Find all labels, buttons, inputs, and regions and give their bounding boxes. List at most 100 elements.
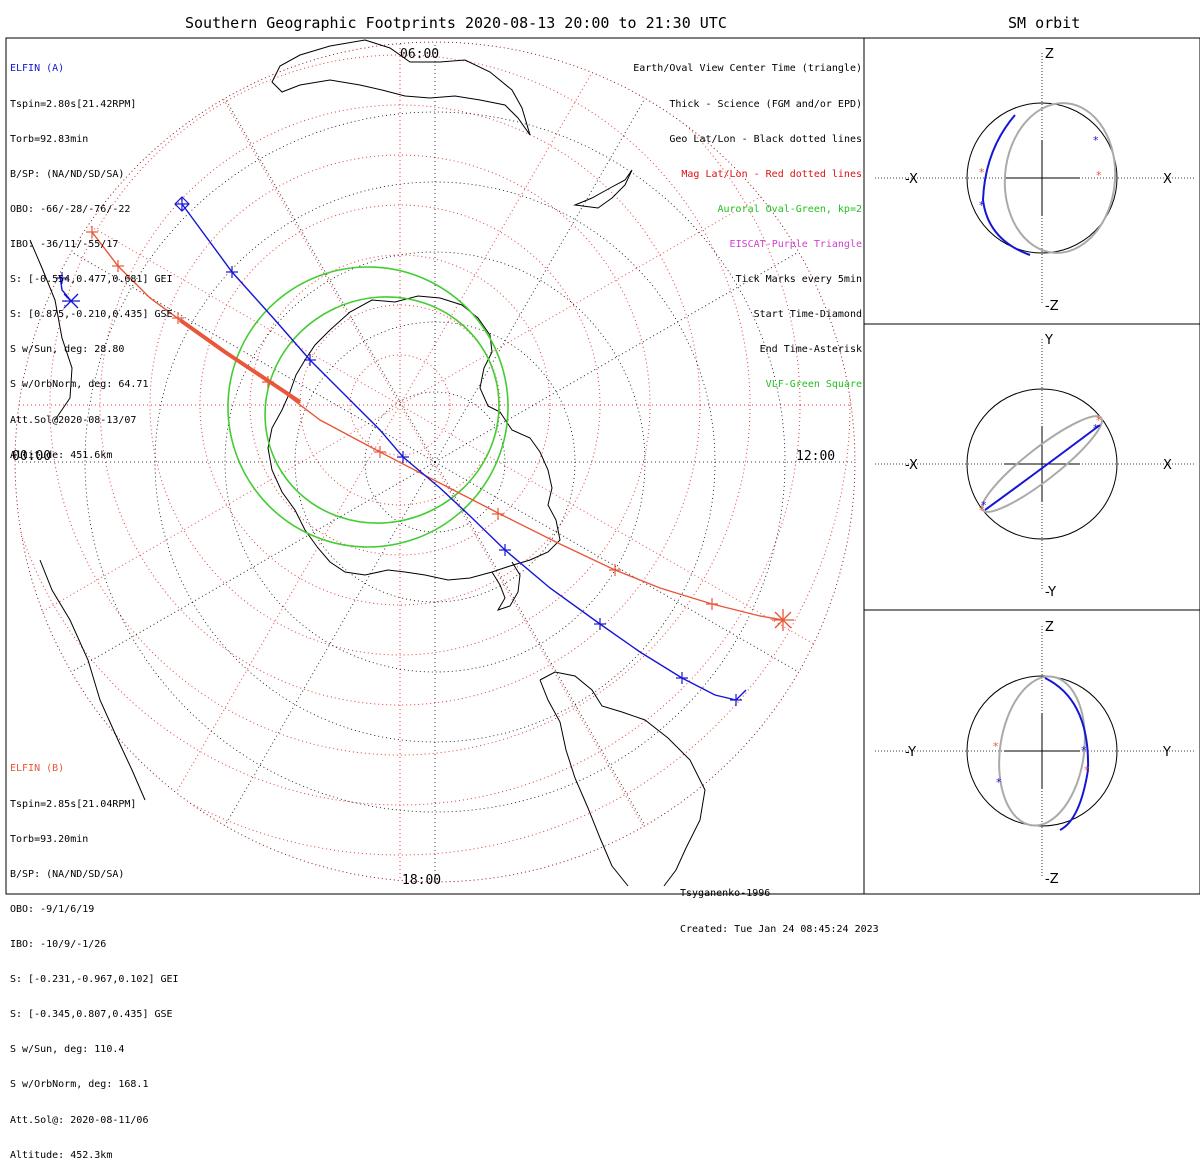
axis-label-v-neg: -Z — [1045, 299, 1059, 314]
antarctica-coastline — [267, 295, 561, 581]
map-label-right: 12:00 — [796, 449, 835, 464]
geo-lon-line — [15, 461, 436, 763]
legend-entry: Mag Lat/Lon - Red dotted lines — [681, 168, 862, 180]
elfin-b-line: S w/Sun, deg: 110.4 — [10, 1044, 125, 1056]
elfin-b-track — [91, 231, 784, 621]
mag-lat-circle — [349, 354, 451, 456]
elfin-a-name: ELFIN (A) — [10, 63, 65, 75]
elfin-a-line: B/SP: (NA/ND/SD/SA) — [10, 168, 125, 180]
sm-panel-xy: ****-X XY-Y — [875, 333, 1195, 600]
legend-entry: Geo Lat/Lon - Black dotted lines — [669, 133, 862, 145]
elfin-b-line: S w/OrbNorm, deg: 168.1 — [10, 1079, 149, 1091]
elfin-b-marker: * — [1096, 414, 1102, 427]
australia-coastline — [271, 39, 531, 136]
elfin-b-line: IBO: -10/9/-1/26 — [10, 938, 107, 950]
axis-label-h-pos: X — [1163, 172, 1172, 187]
sm-panel-xz: * * * * -X X Z -Z — [875, 47, 1195, 314]
elfin-b-line: Altitude: 452.3km — [10, 1149, 113, 1161]
axis-label-v-pos: Z — [1045, 620, 1054, 635]
africa-coastline — [29, 239, 146, 801]
mag-lon-line — [15, 404, 401, 756]
geo-lon-line — [134, 461, 436, 882]
sm-yz-frame — [863, 609, 1200, 895]
geo-lat-circle — [224, 251, 646, 673]
elfin-b-line: Tspin=2.85s[21.04RPM] — [10, 798, 137, 810]
figure-canvas: 06:00 00:00 12:00 18:00 * ***-X XZ-Z****-X… — [5, 37, 1200, 895]
elfin-a-marker: * — [981, 499, 987, 512]
mag-lat-circle — [15, 42, 851, 856]
mag-lat-circle — [249, 254, 551, 556]
elfin-a-line: IBO: -36/11/-55/17 — [10, 238, 119, 250]
elfin-a-line: S w/OrbNorm, deg: 64.71 — [10, 379, 149, 391]
sm-panel-yz: * * * * -Y Y Z -Z — [875, 620, 1195, 887]
elfin-a-end-asterisk — [62, 293, 80, 309]
elfin-a-orbit — [1044, 677, 1090, 831]
geo-lon-line — [434, 161, 855, 463]
legend-entry: EISCAT-Purple Triangle — [729, 238, 862, 250]
axis-label-v-neg: -Y — [1045, 585, 1056, 600]
legend-entry: Earth/Oval View Center Time (triangle) — [633, 63, 862, 75]
axis-label-v-pos: Z — [1045, 47, 1054, 62]
elfin-a-orbit — [981, 114, 1031, 256]
earth-outline — [966, 102, 1118, 254]
elfin-b-marker: * — [1096, 169, 1102, 182]
elfin-b-name: ELFIN (B) — [10, 763, 65, 775]
map-title: Southern Geographic Footprints 2020-08-1… — [185, 14, 727, 32]
sm-panels: * ***-X XZ-Z****-X XY-Y****-Y YZ-Z — [875, 47, 1195, 887]
elfin-b-marker: * — [993, 740, 999, 753]
south-america-coastline — [539, 671, 706, 887]
geo-lat-circle — [364, 391, 506, 533]
earth-outline — [966, 675, 1118, 827]
axis-label-h-pos: Y — [1162, 745, 1171, 760]
auroral-oval-outer — [227, 266, 509, 548]
geo-lon-line — [15, 161, 436, 463]
elfin-a-marker: * — [1093, 422, 1099, 435]
elfin-a-line: Altitude: 451.6km — [10, 449, 113, 461]
elfin-a-orbit — [984, 424, 1101, 511]
polar-map: 06:00 00:00 12:00 18:00 — [12, 39, 856, 888]
elfin-b-ticks — [86, 226, 718, 610]
elfin-b-info: ELFIN (B) Tspin=2.85s[21.04RPM] Torb=93.… — [10, 740, 179, 1173]
elfin-b-line: Att.Sol@: 2020-08-11/06 — [10, 1114, 149, 1126]
created-timestamp: Created: Tue Jan 24 08:45:24 2023 — [680, 923, 879, 935]
mag-lat-circle — [149, 154, 651, 656]
elfin-a-line: Torb=92.83min — [10, 133, 89, 145]
mag-lon-line — [49, 404, 401, 882]
elfin-a-line: S: [-0.554,0.477,0.681] GEI — [10, 274, 173, 286]
legend-entry: End Time-Asterisk — [759, 344, 862, 356]
elfin-a-marker: * — [979, 199, 985, 212]
elfin-a-track — [181, 203, 747, 701]
legend-entry: Auroral Oval-Green, kp=2 — [717, 203, 863, 215]
elfin-b-end-asterisk — [772, 609, 794, 631]
geo-lon-line — [434, 461, 736, 882]
geo-lat-circle — [84, 111, 786, 813]
elfin-b-line: OBO: -9/1/6/19 — [10, 903, 95, 915]
map-label-bottom: 18:00 — [402, 873, 441, 888]
model-credit: Tsyganenko-1996 — [680, 888, 771, 900]
elfin-a-line: Att.Sol@2020-08-13/07 — [10, 414, 137, 426]
auroral-oval-inner — [264, 296, 500, 524]
map-label-top: 06:00 — [400, 47, 439, 62]
elfin-a-line: S: [0.875,-0.210,0.435] GSE — [10, 309, 173, 321]
mag-lon-line — [399, 404, 855, 756]
geo-grid — [15, 42, 855, 882]
map-legend: Earth/Oval View Center Time (triangle) T… — [633, 40, 862, 403]
geo-lon-line — [434, 42, 736, 463]
axis-label-h-pos: X — [1163, 458, 1172, 473]
elfin-a-line: OBO: -66/-28/-76/-22 — [10, 203, 131, 215]
elfin-b-orbit — [1003, 102, 1117, 254]
axis-label-h-neg: -X — [905, 172, 918, 187]
elfin-a-ticks — [56, 266, 742, 706]
axis-label-h-neg: -Y — [905, 745, 916, 760]
elfin-b-orbit — [998, 675, 1086, 827]
elfin-b-marker: * — [1084, 764, 1090, 777]
legend-entry: VLF-Green Square — [765, 379, 862, 391]
mag-lon-line — [399, 54, 855, 406]
geo-lon-line — [434, 461, 855, 763]
sm-orbit-title: SM orbit — [1008, 14, 1081, 32]
geo-lon-line — [134, 42, 436, 463]
elfin-a-line: Tspin=2.80s[21.42RPM] — [10, 98, 137, 110]
legend-entry: Start Time-Diamond — [753, 309, 862, 321]
elfin-a-marker: * — [1093, 134, 1099, 147]
elfin-b-science-segment — [178, 318, 302, 404]
